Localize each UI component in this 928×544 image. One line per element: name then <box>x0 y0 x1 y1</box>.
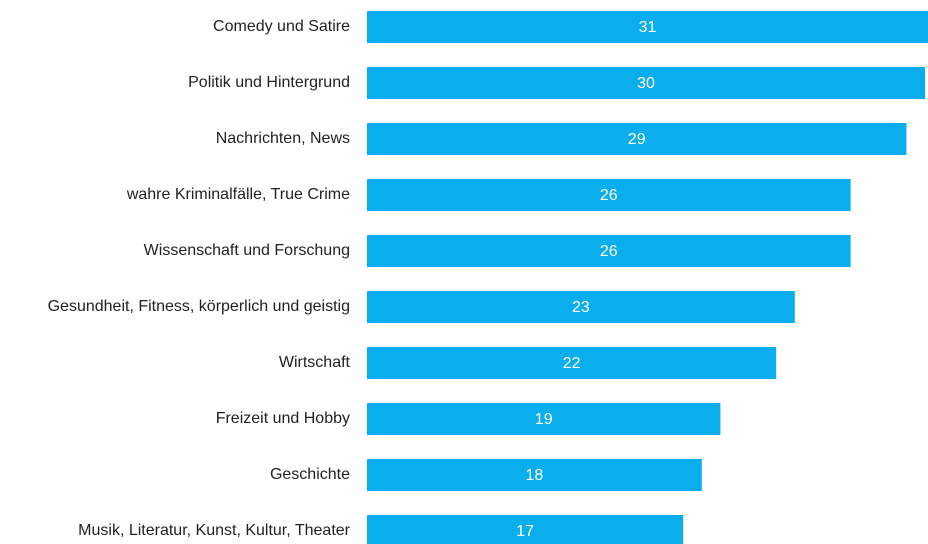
bar <box>367 123 907 155</box>
category-label: wahre Kriminalfälle, True Crime <box>126 186 350 203</box>
bar <box>367 179 851 211</box>
category-label: Politik und Hintergrund <box>188 74 350 91</box>
value-label: 26 <box>600 243 618 260</box>
bar <box>367 515 684 544</box>
value-label: 31 <box>639 19 657 36</box>
value-label: 29 <box>628 131 646 148</box>
category-label: Freizeit und Hobby <box>216 410 350 427</box>
category-label: Nachrichten, News <box>216 130 350 147</box>
category-label: Geschichte <box>270 466 350 483</box>
value-label: 26 <box>600 187 618 204</box>
bar <box>367 403 721 435</box>
value-label: 23 <box>572 299 590 316</box>
category-label: Wissenschaft und Forschung <box>144 242 350 259</box>
bar <box>367 347 777 379</box>
value-label: 18 <box>526 467 544 484</box>
value-label: 22 <box>563 355 581 372</box>
value-label: 19 <box>535 411 553 428</box>
bar <box>367 459 702 491</box>
category-label: Wirtschaft <box>279 354 351 371</box>
bar <box>367 291 795 323</box>
bar <box>367 11 928 43</box>
bar <box>367 235 851 267</box>
category-label: Musik, Literatur, Kunst, Kultur, Theater <box>78 522 351 539</box>
value-label: 30 <box>637 75 655 92</box>
bar <box>367 67 925 99</box>
category-label: Comedy und Satire <box>213 18 350 35</box>
value-label: 17 <box>516 523 534 540</box>
category-label: Gesundheit, Fitness, körperlich und geis… <box>48 298 350 315</box>
